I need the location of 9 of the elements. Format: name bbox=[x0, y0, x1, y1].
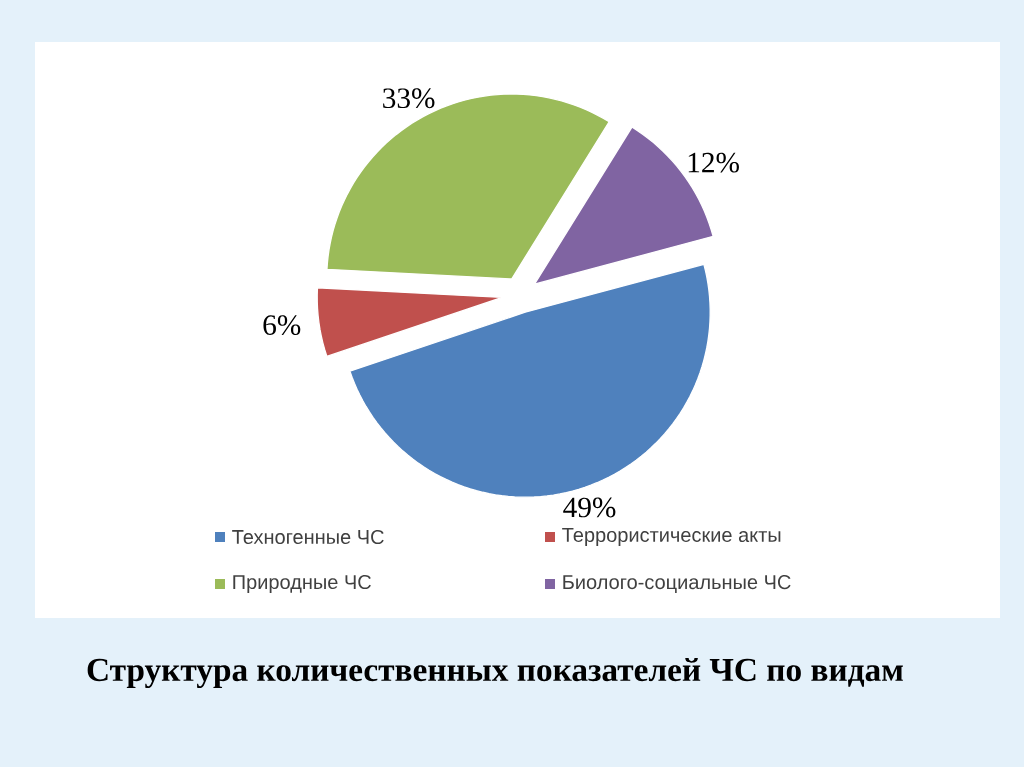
data-label: 49% bbox=[563, 497, 616, 518]
data-label: 33% bbox=[383, 88, 435, 109]
legend-label: Природные ЧС bbox=[233, 574, 371, 594]
data-label: 12% bbox=[688, 152, 739, 173]
legend-label: Террористические акты bbox=[562, 528, 781, 546]
legend-label: Биолого-социальные ЧС bbox=[563, 575, 791, 593]
data-label: 6% bbox=[263, 315, 301, 336]
text: Структура количественных показателей ЧС по видам bbox=[87, 657, 903, 689]
legend-label: Техногенные ЧС bbox=[232, 529, 384, 545]
